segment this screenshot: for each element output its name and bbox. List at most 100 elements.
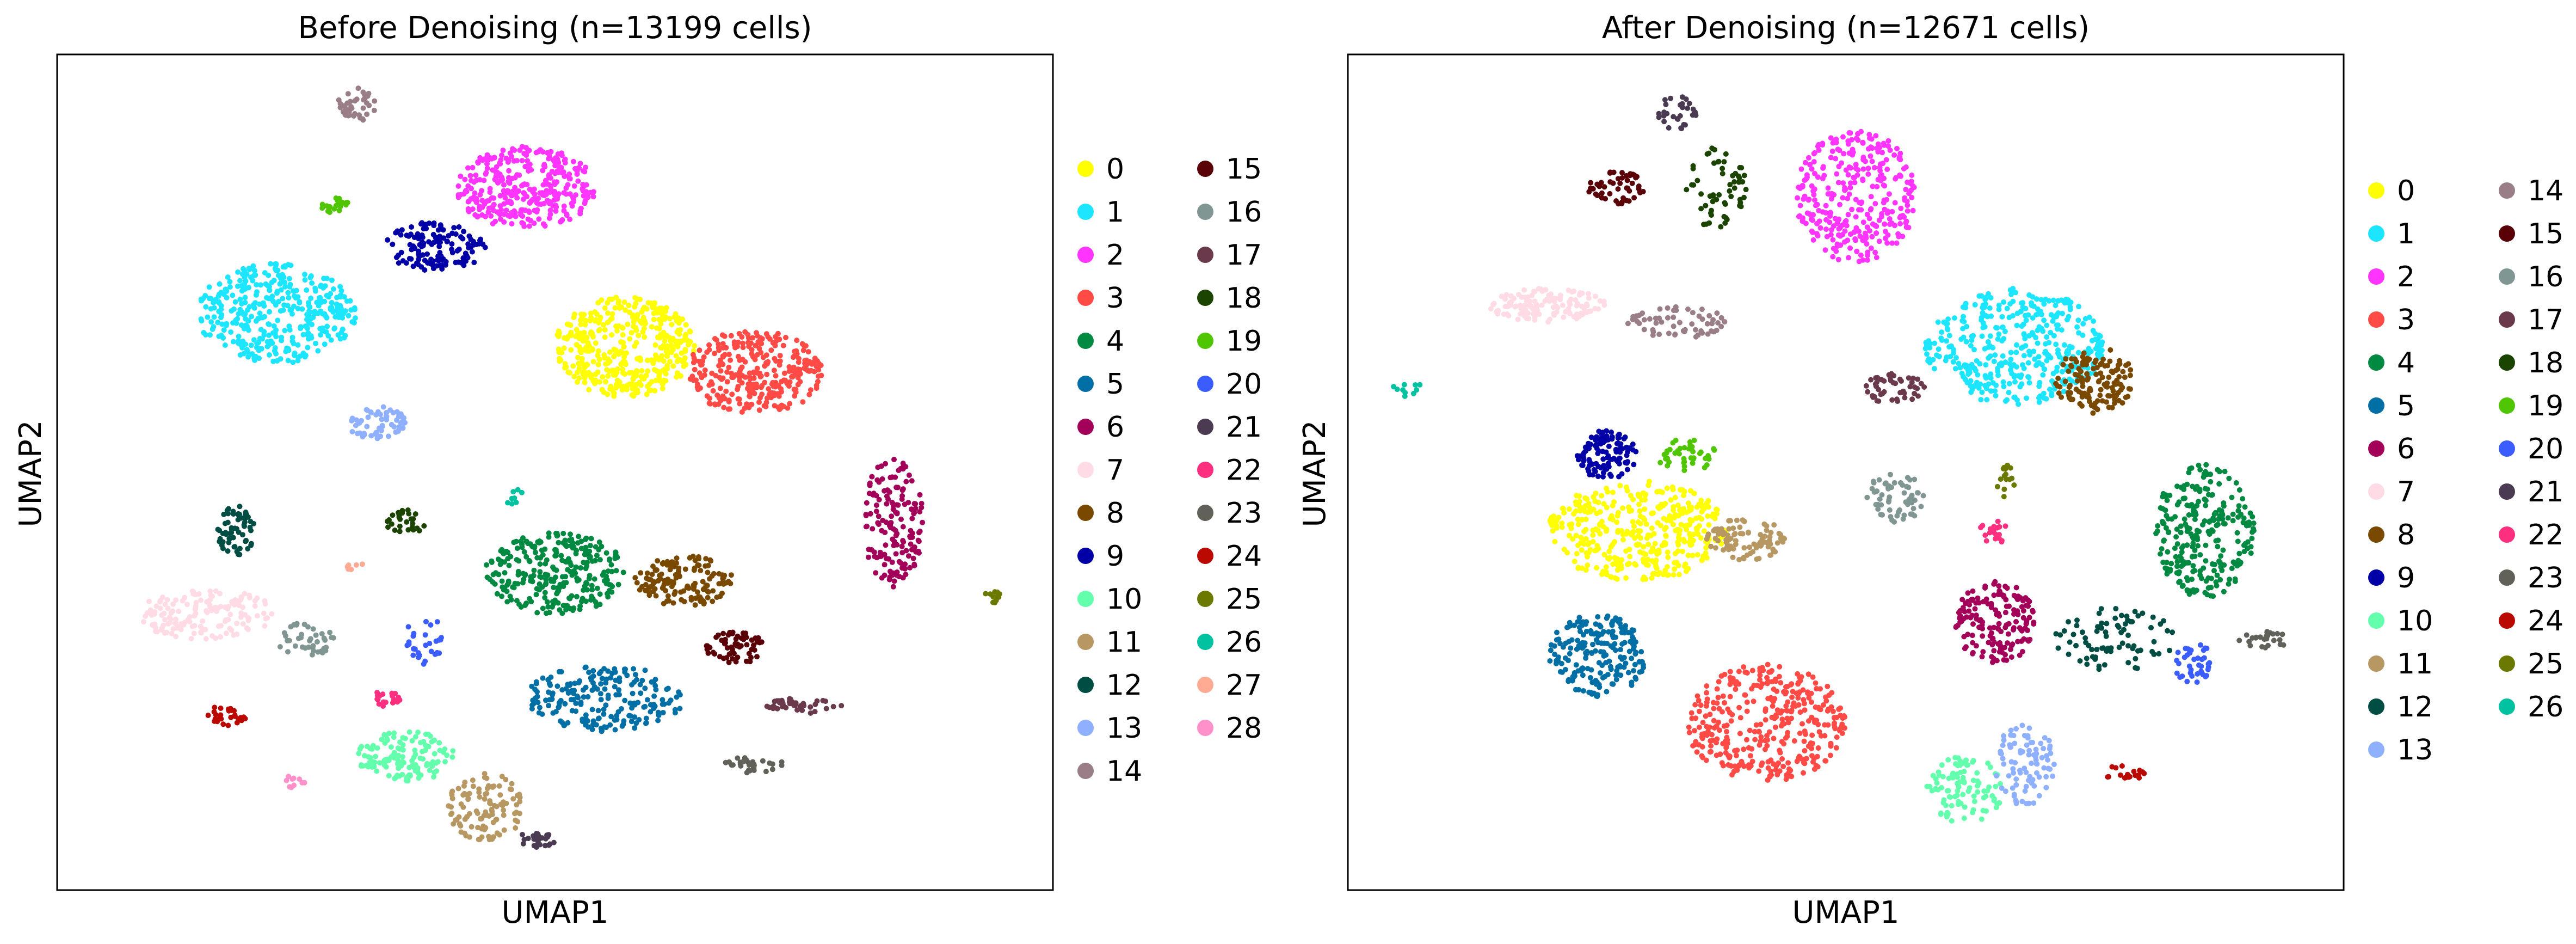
cell-point	[763, 769, 769, 775]
cell-point	[590, 359, 596, 365]
cell-point	[2055, 347, 2061, 353]
cell-point	[486, 813, 492, 819]
cell-point	[2006, 381, 2012, 387]
cell-point	[1694, 749, 1700, 755]
cell-point	[527, 596, 533, 602]
cell-point	[1901, 165, 1907, 171]
cell-point	[246, 594, 252, 600]
cell-point	[682, 348, 688, 354]
cell-point	[391, 730, 397, 736]
cell-point	[1877, 161, 1883, 167]
cell-point	[423, 642, 429, 648]
cell-point	[1887, 148, 1893, 153]
cell-point	[196, 591, 202, 597]
cell-point	[371, 107, 377, 113]
cell-point	[1842, 187, 1848, 192]
cell-point	[2230, 511, 2236, 517]
cell-point	[1905, 179, 1911, 185]
cell-point	[1671, 572, 1677, 578]
cell-point	[421, 523, 427, 529]
cell-point	[1727, 675, 1733, 681]
cell-point	[540, 675, 546, 681]
cell-point	[724, 645, 730, 651]
cell-point	[577, 161, 583, 167]
cell-point	[581, 311, 587, 317]
cell-point	[2054, 314, 2060, 320]
cell-point	[482, 244, 488, 250]
cell-point	[550, 601, 556, 607]
cell-point	[2174, 541, 2180, 547]
cell-point	[246, 304, 252, 310]
cell-point	[388, 744, 394, 750]
cell-point	[760, 758, 766, 764]
cell-point	[687, 329, 693, 335]
cell-point	[733, 636, 739, 642]
cell-point	[652, 677, 658, 683]
cell-point	[419, 241, 425, 247]
cell-point	[1803, 176, 1809, 182]
cell-point	[651, 706, 657, 712]
cell-point	[169, 630, 175, 636]
cell-point	[1579, 547, 1585, 553]
cell-point	[1770, 703, 1776, 709]
cell-point	[212, 704, 218, 710]
cell-point	[2080, 321, 2086, 327]
cell-point	[536, 149, 541, 155]
cell-point	[1879, 150, 1885, 156]
cell-point	[2038, 297, 2044, 303]
cell-point	[1799, 721, 1805, 727]
cell-point	[2008, 357, 2014, 363]
cell-point	[237, 352, 243, 358]
cell-point	[2035, 306, 2041, 312]
cell-point	[431, 774, 436, 780]
cell-point	[605, 668, 611, 674]
cell-point	[172, 620, 178, 626]
cell-point	[506, 580, 511, 586]
cell-point	[1971, 347, 1977, 353]
cell-point	[2035, 311, 2041, 317]
cell-point	[1595, 528, 1601, 534]
cell-point	[246, 267, 252, 272]
cell-point	[1779, 708, 1785, 714]
cell-point	[487, 186, 493, 192]
cell-point	[306, 320, 312, 326]
cell-point	[1699, 509, 1705, 514]
cell-point	[2046, 298, 2052, 304]
cell-point	[1765, 765, 1771, 771]
cell-point	[307, 274, 313, 280]
cell-point	[1642, 517, 1648, 523]
cell-point	[1797, 213, 1803, 219]
cell-point	[644, 306, 650, 312]
cell-point	[405, 624, 411, 630]
cell-point	[535, 831, 541, 837]
cell-point	[913, 505, 919, 511]
cell-point	[773, 373, 779, 379]
cell-point	[435, 227, 441, 233]
cell-point	[660, 367, 666, 373]
cell-point	[1741, 746, 1747, 752]
cell-point	[2050, 297, 2056, 303]
cell-point	[1642, 497, 1648, 503]
cell-point	[1732, 763, 1738, 769]
cell-point	[907, 565, 913, 571]
cell-point	[1870, 183, 1876, 189]
cell-point	[1887, 222, 1893, 227]
cell-point	[321, 635, 327, 641]
cell-point	[1549, 522, 1555, 528]
cell-point	[1749, 758, 1755, 764]
cell-point	[720, 393, 726, 399]
cell-point	[440, 262, 446, 268]
cell-point	[446, 803, 452, 809]
cell-point	[586, 387, 592, 393]
cell-point	[355, 431, 360, 437]
cell-point	[1600, 568, 1606, 574]
cell-point	[1896, 173, 1902, 178]
cell-point	[1575, 517, 1581, 522]
legend-label: 26	[1226, 626, 1262, 659]
cell-point	[346, 562, 352, 568]
cell-point	[1887, 216, 1893, 222]
cell-point	[595, 300, 601, 306]
cell-point	[1874, 255, 1879, 260]
cell-point	[2075, 350, 2081, 355]
cell-point	[1884, 240, 1890, 246]
